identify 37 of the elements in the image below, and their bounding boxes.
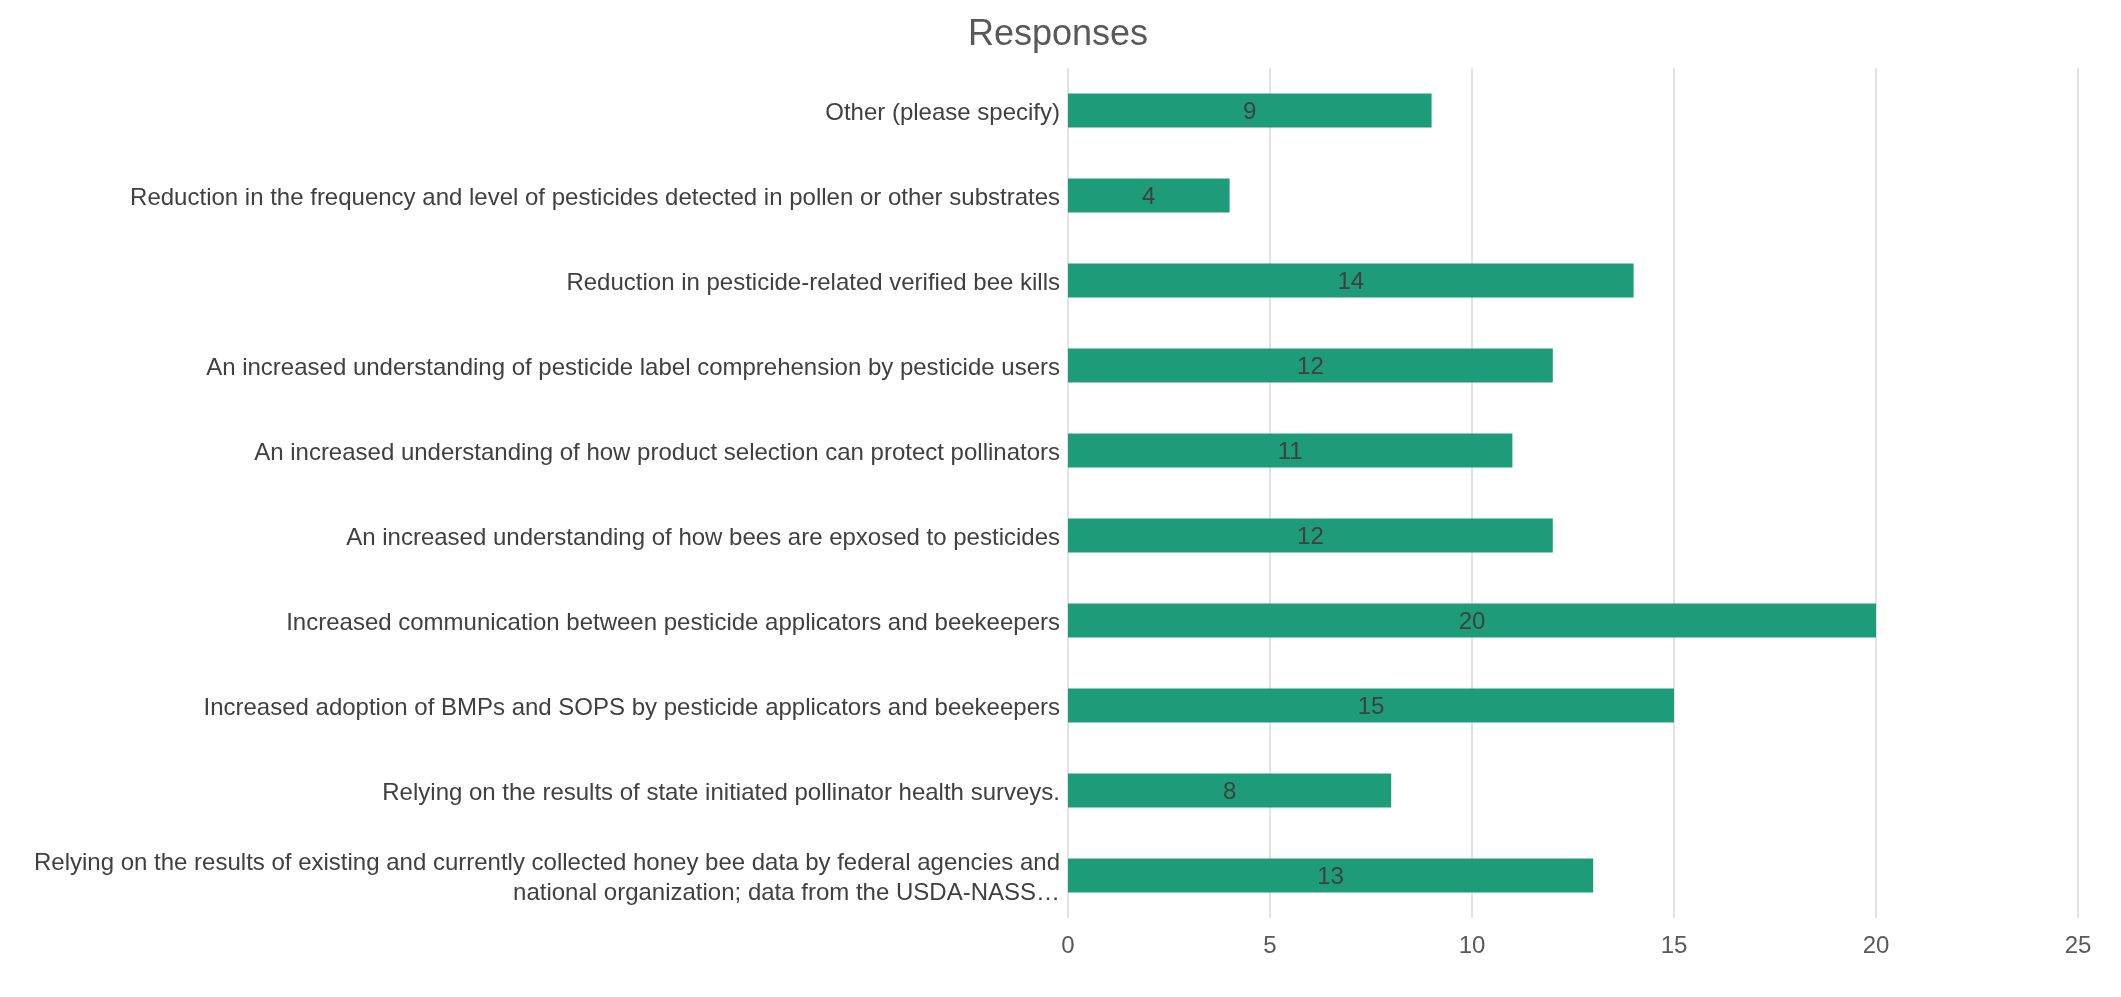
x-tick-label: 5 bbox=[1263, 931, 1277, 959]
y-tick-label: Increased adoption of BMPs and SOPS by pesticide applicators and beekeepers bbox=[203, 692, 1060, 719]
x-tick-label: 25 bbox=[2064, 931, 2092, 959]
x-tick-label: 20 bbox=[1862, 931, 1890, 959]
data-label: 14 bbox=[1337, 267, 1365, 295]
y-tick-label: Other (please specify) bbox=[825, 97, 1060, 124]
data-label: 4 bbox=[1142, 182, 1156, 210]
bar bbox=[1068, 263, 1634, 298]
data-label: 12 bbox=[1297, 522, 1324, 550]
y-tick-label: Relying on the results of existing and currently collected honey bee data by federal agencies and national organization; data from the USDA-NASS… bbox=[34, 847, 1060, 904]
x-tick-label: 10 bbox=[1458, 931, 1486, 959]
x-tick-label: 0 bbox=[1061, 931, 1075, 959]
bar bbox=[1068, 178, 1230, 213]
y-tick-label: Reduction in pesticide-related verified bee kills bbox=[566, 267, 1060, 294]
bar bbox=[1068, 93, 1432, 128]
y-tick-label: An increased understanding of how product selection can protect pollinators bbox=[254, 437, 1060, 464]
bar bbox=[1068, 433, 1513, 468]
data-label: 9 bbox=[1243, 97, 1257, 125]
y-tick-label: Reduction in the frequency and level of pesticides detected in pollen or other substrates bbox=[130, 182, 1060, 209]
y-tick-label: An increased understanding of pesticide label comprehension by pesticide users bbox=[206, 352, 1060, 379]
bar bbox=[1068, 603, 1876, 638]
data-label: 13 bbox=[1317, 862, 1344, 890]
bar bbox=[1068, 858, 1594, 893]
bar bbox=[1068, 348, 1553, 383]
data-label: 8 bbox=[1222, 777, 1237, 805]
chart-title: Responses bbox=[966, 11, 1150, 55]
data-label: 12 bbox=[1297, 352, 1324, 380]
x-tick-label: 15 bbox=[1660, 931, 1688, 959]
y-tick-label: Relying on the results of state initiated pollinator health surveys. bbox=[382, 777, 1060, 804]
y-tick-label: An increased understanding of how bees are epxosed to pesticides bbox=[346, 522, 1060, 549]
data-label: 20 bbox=[1458, 607, 1486, 635]
bar bbox=[1068, 688, 1674, 723]
data-label: 11 bbox=[1277, 437, 1303, 465]
y-tick-label: Increased communication between pesticide applicators and beekeepers bbox=[286, 607, 1060, 634]
bar bbox=[1068, 518, 1553, 553]
bar bbox=[1068, 773, 1392, 808]
data-label: 15 bbox=[1357, 692, 1385, 720]
